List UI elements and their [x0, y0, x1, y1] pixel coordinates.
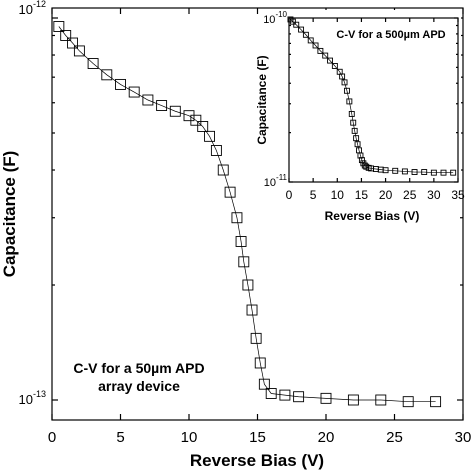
main-data-point — [258, 378, 270, 390]
inset-x-tick-label: 0 — [286, 188, 293, 202]
inset-x-tick-label: 30 — [427, 188, 441, 202]
inset-data-point — [401, 168, 408, 175]
main-data-point — [204, 130, 216, 142]
main-x-tick-label: 0 — [48, 429, 56, 446]
main-data-point — [224, 186, 236, 198]
inset-data-point — [450, 169, 457, 176]
main-data-point — [265, 388, 277, 399]
main-x-tick-label: 10 — [181, 429, 198, 446]
main-data-point — [231, 212, 243, 224]
main-data-point — [430, 396, 442, 408]
inset-data-point — [331, 63, 338, 69]
main-data-point — [402, 396, 414, 408]
inset-data-series — [287, 16, 457, 176]
inset-series-line — [290, 19, 454, 174]
inset-data-point — [440, 169, 447, 176]
main-x-tick-label: 20 — [318, 429, 335, 446]
inset-y-tick-label-bottom: 10-11 — [264, 173, 288, 189]
main-data-point — [210, 145, 222, 156]
main-data-point — [169, 105, 181, 117]
inset-axis-ticks: 0 5 10 15 20 25 30 35 — [286, 17, 465, 202]
inset-x-axis-label: Reverse Bias (V) — [325, 209, 420, 223]
inset-x-tick-label: 5 — [310, 188, 317, 202]
main-x-tick-label: 30 — [455, 429, 472, 446]
main-data-point — [101, 69, 113, 81]
inset-data-point — [421, 169, 428, 175]
main-data-point — [67, 37, 79, 49]
inset-data-point — [293, 21, 300, 28]
main-data-point — [183, 110, 195, 122]
main-data-point — [115, 78, 126, 90]
main-data-point — [254, 357, 266, 369]
inset-data-point — [317, 47, 324, 54]
main-x-tick-label: 25 — [386, 429, 403, 446]
inset-x-tick-label: 25 — [403, 188, 417, 202]
main-data-point — [238, 256, 250, 268]
inset-data-point — [382, 167, 389, 174]
main-x-tick-label: 5 — [116, 429, 124, 446]
main-y-tick-label-bottom: 10-13 — [19, 389, 46, 407]
inset-data-point — [346, 98, 353, 105]
inset-data-point — [392, 167, 399, 174]
inset-x-tick-label: 20 — [379, 188, 393, 202]
main-y-axis-label: Capacitance (F) — [0, 151, 19, 278]
main-data-point — [128, 86, 140, 98]
inset-data-point — [343, 87, 350, 94]
inset-data-point — [312, 42, 319, 49]
main-data-point — [197, 121, 209, 132]
main-series-line — [58, 26, 436, 403]
inset-data-point — [354, 141, 361, 148]
main-data-point — [142, 94, 154, 106]
inset-x-tick-label: 35 — [451, 188, 465, 202]
main-x-axis-label: Reverse Bias (V) — [190, 451, 324, 470]
main-annotation-line-2: array device — [98, 378, 180, 394]
main-data-point — [375, 394, 387, 406]
inset-data-point — [307, 37, 314, 44]
main-data-point — [60, 30, 72, 41]
main-annotation-line-1: C-V for a 50µm APD — [73, 360, 204, 376]
inset-data-point — [348, 110, 355, 117]
inset-data-point — [339, 73, 346, 80]
main-data-point — [235, 236, 247, 247]
main-data-point — [53, 21, 65, 32]
inset-data-point — [298, 26, 305, 33]
main-axis-ticks: 0 5 10 15 20 25 30 — [48, 8, 472, 446]
inset-data-point — [430, 169, 437, 176]
inset-plot-frame — [288, 17, 459, 183]
inset-data-point — [350, 119, 357, 126]
inset-y-tick-label-top: 10-10 — [263, 10, 287, 26]
inset-x-tick-label: 10 — [331, 188, 345, 202]
main-data-point — [242, 279, 254, 291]
inset-data-point — [327, 57, 333, 64]
inset-title: C-V for a 500µm APD — [336, 29, 445, 41]
inset-data-point — [411, 169, 418, 175]
main-data-point — [250, 332, 262, 344]
inset-data-point — [351, 127, 358, 134]
main-data-point — [347, 394, 359, 406]
inset-data-point — [353, 135, 360, 142]
main-y-tick-label-top: 10-12 — [19, 0, 46, 17]
main-data-point — [246, 304, 258, 316]
main-data-point — [190, 114, 202, 126]
main-data-point — [320, 392, 332, 404]
inset-data-point — [341, 79, 348, 86]
main-data-point — [156, 100, 168, 111]
inset-x-tick-label: 15 — [355, 188, 369, 202]
main-data-point — [279, 389, 291, 401]
main-data-series — [53, 21, 442, 408]
main-data-point — [293, 391, 305, 403]
main-data-point — [217, 164, 229, 176]
inset-y-axis-label: Capacitance (F) — [255, 55, 269, 144]
inset-data-point — [322, 52, 329, 59]
inset-data-point — [289, 18, 296, 25]
inset-background — [283, 10, 461, 186]
main-data-point — [87, 58, 99, 69]
inset-data-point — [302, 31, 309, 38]
main-data-point — [73, 45, 85, 57]
main-x-tick-label: 15 — [249, 429, 266, 446]
